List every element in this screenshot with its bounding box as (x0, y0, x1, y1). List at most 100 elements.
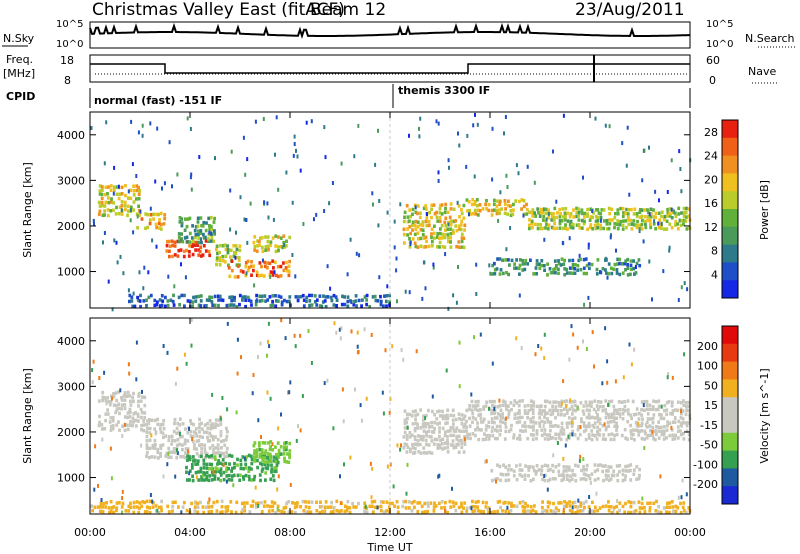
power-echo-cell (585, 271, 588, 276)
scatter-echo-cell (173, 284, 176, 289)
velocity-echo-cell (206, 439, 210, 443)
power-echo-cell (577, 223, 581, 227)
scatter-echo-cell (488, 263, 491, 268)
power-echo-cell (474, 212, 478, 216)
power-echo-cell (153, 303, 157, 308)
power-echo-cell (559, 263, 563, 267)
scatter-echo-cell (246, 157, 249, 162)
velocity-echo-cell (679, 415, 683, 420)
velocity-echo-cell (638, 473, 641, 478)
velocity-echo-cell (115, 501, 119, 505)
velocity-echo-cell (666, 424, 669, 428)
velocity-echo-cell (463, 422, 467, 427)
velocity-echo-cell (443, 446, 447, 450)
power-echo-cell (228, 295, 232, 300)
power-echo-cell (255, 273, 259, 278)
velocity-echo-cell (585, 404, 589, 408)
scatter-echo-cell (234, 255, 237, 260)
velocity-echo-cell (685, 423, 689, 428)
power-echo-cell (259, 236, 262, 240)
power-echo-cell (252, 264, 256, 268)
velocity-echo-cell (513, 416, 517, 420)
velocity-echo-cell (676, 429, 680, 433)
velocity-echo-cell (682, 421, 685, 425)
velocity-echo-cell (637, 411, 641, 416)
scatter-echo-cell (137, 130, 140, 135)
power-echo-cell (213, 229, 216, 233)
velocity-echo-cell (468, 416, 471, 421)
colorbar-swatch (722, 173, 738, 192)
velocity-echo-cell (416, 443, 419, 447)
velocity-echo-cell (499, 478, 502, 482)
velocity-echo-cell (477, 499, 480, 504)
velocity-echo-cell (428, 434, 432, 439)
power-echo-cell (196, 220, 200, 224)
power-echo-cell (100, 201, 104, 205)
power-echo-cell (197, 294, 201, 299)
power-echo-cell (217, 298, 220, 302)
velocity-echo-cell (418, 442, 422, 447)
velocity-echo-cell (279, 445, 283, 449)
velocity-echo-cell (652, 501, 656, 506)
power-echo-cell (493, 198, 496, 203)
velocity-echo-cell (171, 438, 174, 443)
velocity-echo-cell (198, 430, 201, 434)
velocity-echo-cell (416, 412, 420, 417)
power-echo-cell (257, 274, 261, 278)
velocity-echo-cell (261, 441, 265, 445)
power-echo-cell (638, 223, 641, 228)
velocity-echo-cell (373, 505, 377, 510)
power-echo-cell (571, 222, 575, 227)
velocity-echo-cell (638, 467, 641, 472)
velocity-echo-cell (607, 415, 611, 420)
power-echo-cell (493, 272, 497, 276)
velocity-echo-cell (136, 414, 140, 419)
power-echo-cell (615, 271, 619, 275)
velocity-echo-cell (517, 403, 521, 408)
velocity-echo-cell (186, 451, 190, 456)
velocity-echo-cell (451, 426, 455, 430)
velocity-echo-cell (452, 504, 456, 508)
power-echo-cell (430, 227, 434, 231)
scatter-echo-cell (668, 248, 671, 253)
velocity-echo-cell (115, 408, 119, 412)
scatter-echo-cell (190, 343, 193, 348)
power-echo-cell (379, 299, 383, 304)
velocity-echo-cell (427, 443, 431, 447)
scatter-echo-cell (305, 120, 308, 125)
velocity-echo-cell (507, 429, 511, 434)
scatter-echo-cell (356, 344, 359, 349)
power-echo-cell (576, 268, 580, 272)
power-echo-cell (568, 222, 572, 227)
velocity-echo-cell (215, 499, 219, 504)
velocity-echo-cell (247, 466, 251, 470)
power-echo-cell (422, 236, 426, 240)
velocity-echo-cell (260, 469, 264, 473)
power-echo-cell (158, 218, 161, 222)
power-echo-cell (285, 269, 289, 273)
velocity-echo-cell (585, 463, 589, 468)
power-echo-cell (179, 239, 183, 243)
velocity-echo-cell (651, 421, 655, 425)
velocity-echo-cell (471, 420, 474, 424)
velocity-echo-cell (204, 455, 207, 460)
power-echo-cell (355, 304, 358, 308)
scatter-echo-cell (190, 187, 193, 192)
velocity-echo-cell (565, 501, 569, 506)
power-echo-cell (196, 240, 200, 245)
power-echo-cell (553, 221, 557, 226)
scatter-echo-cell (568, 236, 571, 241)
power-echo-cell (302, 298, 306, 302)
power-echo-cell (525, 212, 529, 216)
scatter-echo-cell (131, 162, 134, 167)
scatter-echo-cell (498, 398, 501, 403)
velocity-echo-cell (230, 510, 233, 514)
velocity-echo-cell (110, 394, 113, 398)
velocity-echo-cell (607, 500, 610, 504)
scatter-echo-cell (183, 352, 186, 357)
power-echo-cell (650, 212, 653, 216)
velocity-echo-cell (632, 472, 636, 476)
power-echo-cell (446, 236, 450, 240)
velocity-echo-cell (543, 478, 547, 483)
scatter-echo-cell (154, 179, 157, 184)
